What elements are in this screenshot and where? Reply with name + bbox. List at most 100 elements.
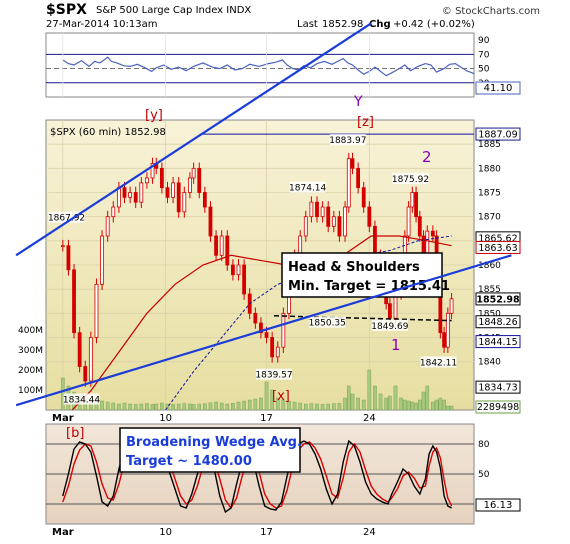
price-badge-label: 1852.98 [476,294,520,305]
rsi-tick-label: 90 [478,36,490,46]
price-badge [475,292,521,306]
candle-body [60,245,65,248]
candle-body [442,332,446,348]
price-tick-label: 1855 [478,285,501,295]
candle-body [94,283,99,338]
volume-bar [384,397,388,410]
annotation-z-bracket: [z] [357,115,374,130]
peak-label-bg [63,393,100,405]
candle-body [66,245,71,271]
volume-bar [122,402,127,410]
candle-body [373,225,377,256]
candle-body [133,192,138,203]
stoch-current-value: 16.13 [484,500,513,511]
annotation-b-bracket: [b] [66,426,84,441]
volume-bar [292,401,297,410]
chg-label: Chg [369,19,391,30]
volume-bar [332,403,336,410]
peak-label-bg [392,173,429,185]
volume-badge [475,400,521,414]
volume-bar [105,401,110,410]
candle-body [367,206,372,227]
volume-bar [111,402,116,410]
candle-body [230,264,235,276]
rsi-current-value: 41.10 [484,83,513,94]
candle-body [208,206,213,237]
rsi-line [62,56,474,77]
candle-body [264,332,269,338]
candle-body [165,187,170,198]
peak-label-bg [420,356,457,368]
brand: © StockCharts.com [442,6,540,17]
candle-body [309,201,314,218]
volume-tick-label: 300M [18,346,43,356]
price-badge [475,315,521,329]
candle-body [410,192,415,208]
candle-body [281,312,286,348]
symbol: $SPX [46,2,87,18]
candle-body [356,167,361,189]
candle-body [128,192,133,198]
volume-bar [438,397,443,410]
price-tick-label: 1875 [478,189,501,199]
candle-body [176,182,181,213]
x-axis-label: Mar [52,413,74,424]
head-shoulders-box: Head & Shoulders Min. Target = 1815.41 [281,252,450,298]
candle-body [214,235,218,256]
volume-bar [182,403,187,410]
volume-bar [165,403,170,410]
rsi-panel: 90705030 41.10 [45,32,521,98]
volume-bar [403,399,407,410]
peak-label-bg [256,368,293,380]
volume-bar [431,401,435,410]
wedge-lower-line [15,254,512,407]
candle-body [315,201,319,218]
candle-body [242,264,247,295]
volume-bar [298,402,302,410]
bw-title: Broadening Wedge Avg. [126,435,302,450]
volume-bar [417,399,422,410]
volume-bar [350,393,355,410]
annotation-y-bracket: [y] [145,108,163,123]
volume-bar [242,400,246,410]
volume-bar [231,403,235,410]
price-tick-label: 1880 [478,164,501,174]
volume-bar [388,395,392,410]
volume-bar [128,403,132,410]
candle-body [111,206,116,218]
candle-body [105,216,110,237]
candle-body [236,264,241,276]
candle-body [361,187,366,208]
volume-bar [197,403,202,410]
volume-bar [446,405,450,410]
candle-body [430,230,435,237]
candle-body [445,312,450,348]
volume-bar [343,397,347,410]
volume-bar [160,402,164,410]
peak-label: 1839.57 [255,371,292,381]
volume-bar [421,391,426,410]
stoch-tick-label: 80 [478,440,490,450]
volume-bar [270,389,274,410]
candle-body [350,158,355,169]
volume-bar [188,403,192,410]
volume-bar [367,369,372,410]
price-badge-label: 1863.63 [478,243,517,254]
price-tick-label: 1850 [478,309,501,319]
x-axis-label-bottom: 24 [363,527,376,538]
volume-bar [150,404,155,410]
candle-body [116,187,121,208]
peak-label-bg [289,181,326,193]
volume-tick-label: 100M [18,386,43,396]
hs-title: Head & Shoulders [288,260,420,275]
volume-bar [281,399,286,410]
peak-label: 1849.69 [371,322,408,332]
volume-bar [425,385,430,410]
candle-body [188,177,192,193]
volume-bar [208,402,213,410]
peak-label-bg [371,319,408,331]
volume-bar [236,401,241,410]
wedge-lines [15,22,512,407]
volume-bar [442,399,446,410]
